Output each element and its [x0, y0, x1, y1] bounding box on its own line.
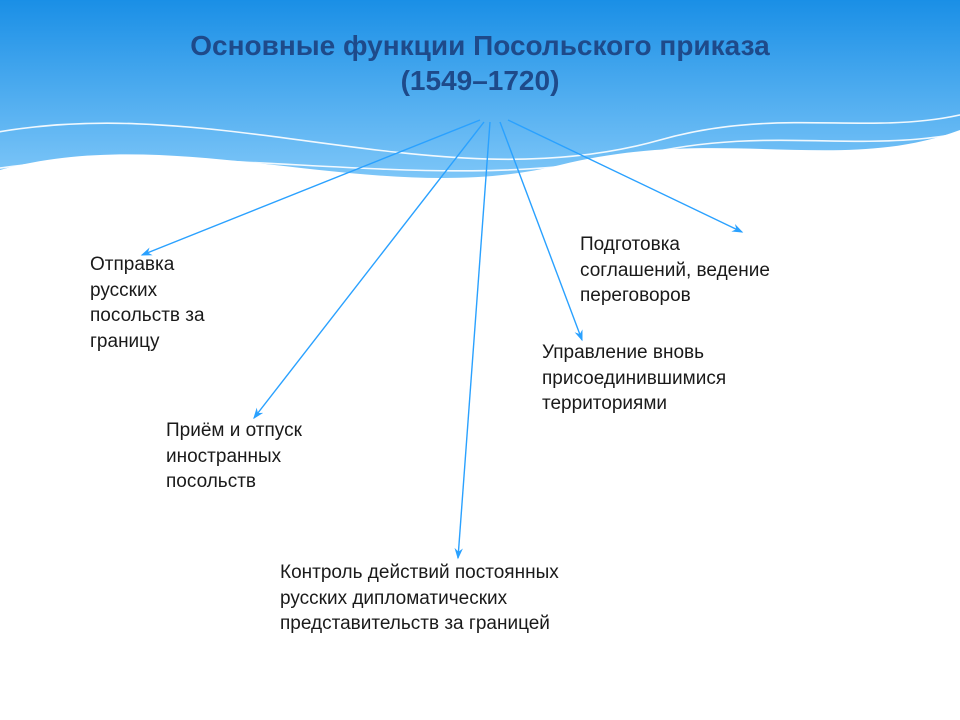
slide-root: Основные функции Посольского приказа (15…	[0, 0, 960, 720]
node-n2: Приём и отпуск иностранных посольств	[166, 418, 396, 495]
node-n3-line1: русских дипломатических	[280, 588, 507, 609]
node-n4-line1: присоединившимися	[542, 368, 726, 389]
node-n2-line1: иностранных	[166, 446, 281, 467]
node-n5-line1: соглашений, ведение	[580, 260, 770, 281]
node-n3-line2: представительств за границей	[280, 613, 550, 634]
slide-title: Основные функции Посольского приказа (15…	[0, 28, 960, 98]
node-n1-line2: посольств за	[90, 305, 205, 326]
title-line2: (1549–1720)	[401, 65, 560, 96]
node-n3: Контроль действий постоянных русских дипл…	[280, 560, 700, 637]
node-n2-line2: посольств	[166, 471, 256, 492]
title-line1: Основные функции Посольского приказа	[190, 30, 769, 61]
node-n5: Подготовка соглашений, ведение переговоров	[580, 232, 880, 309]
node-n5-line2: переговоров	[580, 285, 691, 306]
node-n1: Отправка русских посольств за границу	[90, 252, 280, 355]
node-n4: Управление вновь присоединившимися террито…	[542, 340, 842, 417]
node-n1-line0: Отправка	[90, 254, 174, 275]
node-n1-line1: русских	[90, 280, 157, 301]
node-n1-line3: границу	[90, 331, 160, 352]
node-n3-line0: Контроль действий постоянных	[280, 562, 559, 583]
node-n4-line0: Управление вновь	[542, 342, 704, 363]
node-n4-line2: территориями	[542, 393, 667, 414]
node-n5-line0: Подготовка	[580, 234, 680, 255]
node-n2-line0: Приём и отпуск	[166, 420, 302, 441]
